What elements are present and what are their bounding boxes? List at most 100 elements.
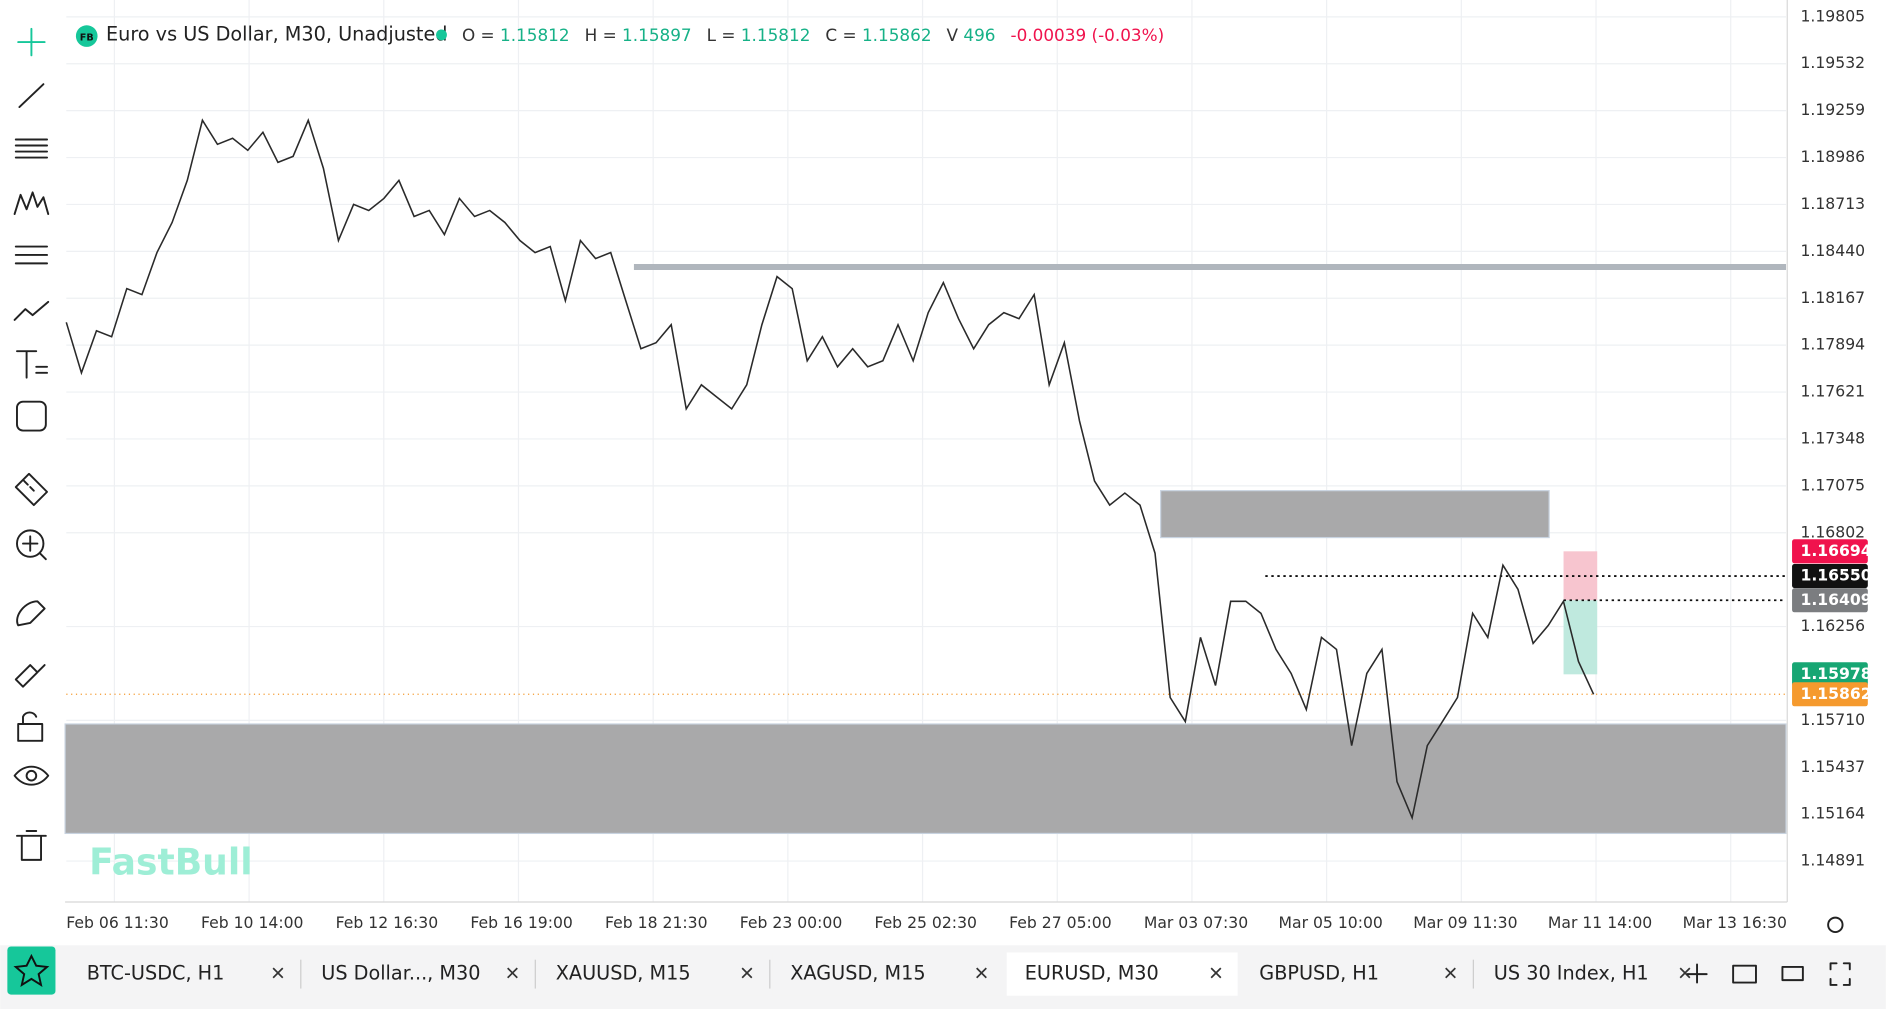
tab-label: US Dollar..., M30 (321, 962, 480, 985)
price-label: 1.15978 (1800, 664, 1871, 683)
zone (1160, 490, 1550, 539)
value: 1.15862 (862, 25, 932, 45)
tab[interactable] (68, 952, 300, 996)
x-tick-label: Feb 18 21:30 (605, 913, 708, 932)
symbol-title: Euro vs US Dollar, M30, Unadjusted (106, 22, 448, 45)
tab-label: XAUUSD, M15 (556, 962, 691, 985)
tab-label: XAGUSD, M15 (790, 962, 925, 985)
price-label-bg (1792, 662, 1868, 687)
add-tab[interactable] (1686, 963, 1708, 984)
x-tick-label: Mar 11 14:00 (1548, 913, 1652, 932)
ohlc: O = 1.15812 H = 1.15897 L = 1.15812 C = … (462, 25, 1164, 45)
tab[interactable] (772, 952, 1004, 996)
x-tick-label: Mar 09 11:30 (1413, 913, 1517, 932)
x-tick-label: Feb 23 00:00 (740, 913, 843, 932)
x-tick-label: Mar 05 10:00 (1279, 913, 1383, 932)
price-label-bg (1792, 539, 1868, 564)
delete-tool[interactable] (16, 830, 47, 861)
y-tick-label: 1.14891 (1800, 851, 1865, 870)
tab[interactable] (537, 952, 769, 996)
y-tick-label: 1.18713 (1800, 194, 1865, 213)
tab-close[interactable] (507, 967, 518, 979)
y-tick-label: 1.19532 (1800, 53, 1865, 72)
settings-button[interactable] (1827, 916, 1844, 933)
x-tick-label: Feb 16 19:00 (470, 913, 573, 932)
price-line (65, 117, 1595, 821)
y-tick-label: 1.17348 (1800, 428, 1865, 447)
y-tick-label: 1.17894 (1800, 335, 1865, 354)
label: H = (585, 25, 617, 45)
favorites-button[interactable] (7, 946, 56, 995)
brush-tool[interactable] (14, 664, 46, 688)
label: O = (462, 25, 495, 45)
value: 496 (963, 25, 995, 45)
label: L = (707, 25, 736, 45)
y-tick-label: 1.15710 (1800, 710, 1865, 729)
channel-tool[interactable] (14, 245, 49, 265)
zone (64, 723, 1787, 835)
x-tick-label: Feb 25 02:30 (874, 913, 977, 932)
tab-label: US 30 Index, H1 (1494, 962, 1649, 985)
y-tick-label: 1.18167 (1800, 288, 1865, 307)
star-icon (13, 953, 50, 987)
x-tick-label: Feb 12 16:30 (336, 913, 439, 932)
tab-close[interactable] (976, 967, 987, 979)
symbol-badge (75, 25, 98, 47)
y-tick-label: 1.17621 (1800, 382, 1865, 401)
crosshair-tool[interactable] (17, 27, 46, 57)
y-tick-label: 1.19805 (1800, 6, 1865, 25)
x-tick-label: Feb 10 14:00 (201, 913, 304, 932)
y-tick-label: 1.17075 (1800, 475, 1865, 494)
value: 1.15897 (622, 25, 692, 45)
price-label-bg (1792, 682, 1868, 707)
y-tick-label: 1.15164 (1800, 804, 1865, 823)
ruler-tool[interactable] (14, 472, 49, 507)
left-toolbar (13, 27, 50, 861)
fullscreen-button[interactable] (1829, 962, 1851, 986)
fib-tool[interactable] (14, 138, 49, 159)
y-tick-label: 1.18440 (1800, 241, 1865, 260)
magnet-tool[interactable] (16, 600, 46, 627)
price-label: 1.16694 (1800, 541, 1871, 560)
legend-header: FB Euro vs US Dollar, M30, Unadjusted O … (75, 22, 1164, 47)
eye-pupil (25, 769, 38, 782)
tab[interactable] (1475, 952, 1707, 996)
x-tick-label: Mar 03 07:30 (1144, 913, 1248, 932)
tabs: BTC-USDC, H1 US Dollar..., M30 XAUUSD, M15… (68, 952, 1707, 996)
tab-close[interactable] (1679, 967, 1691, 979)
pattern-tool[interactable] (13, 191, 50, 216)
price-label: 1.15862 (1800, 684, 1871, 703)
tab-close[interactable] (272, 967, 284, 979)
y-tick-label: 1.19259 (1800, 100, 1865, 119)
emoji-tool[interactable] (16, 400, 47, 432)
tab-close[interactable] (741, 967, 753, 979)
tab[interactable] (1241, 952, 1473, 996)
tab-close[interactable] (1210, 967, 1222, 979)
y-tick-label: 1.15437 (1800, 757, 1865, 776)
text-tool[interactable] (16, 350, 49, 379)
price-label: 1.16550 (1800, 566, 1871, 585)
tab-close[interactable] (1445, 967, 1456, 979)
zoom-tool[interactable] (16, 529, 45, 558)
change: -0.00039 (-0.03%) (1011, 25, 1165, 45)
tab-label: EURUSD, M30 (1025, 962, 1159, 985)
window-button[interactable] (1781, 965, 1804, 982)
value: 1.15812 (500, 25, 570, 45)
visibility-tool[interactable] (13, 765, 50, 786)
value: 1.15812 (741, 25, 811, 45)
line-tool[interactable] (18, 83, 45, 108)
tab[interactable] (303, 952, 535, 996)
tab-label: GBPUSD, H1 (1259, 962, 1379, 985)
price-label: 1.16409 (1800, 590, 1871, 609)
tab[interactable] (1006, 952, 1238, 996)
chart-area: FastBull (64, 0, 1787, 902)
trend-tool[interactable] (13, 300, 50, 321)
y-tick-label: 1.16256 (1800, 616, 1865, 635)
price-label-bg (1792, 588, 1868, 613)
lock-tool[interactable] (17, 711, 44, 742)
layout-button[interactable] (1732, 964, 1757, 984)
x-tick-label: Mar 13 16:30 (1683, 913, 1787, 932)
status-dot (436, 29, 447, 41)
x-tick-label: Feb 06 11:30 (66, 913, 169, 932)
